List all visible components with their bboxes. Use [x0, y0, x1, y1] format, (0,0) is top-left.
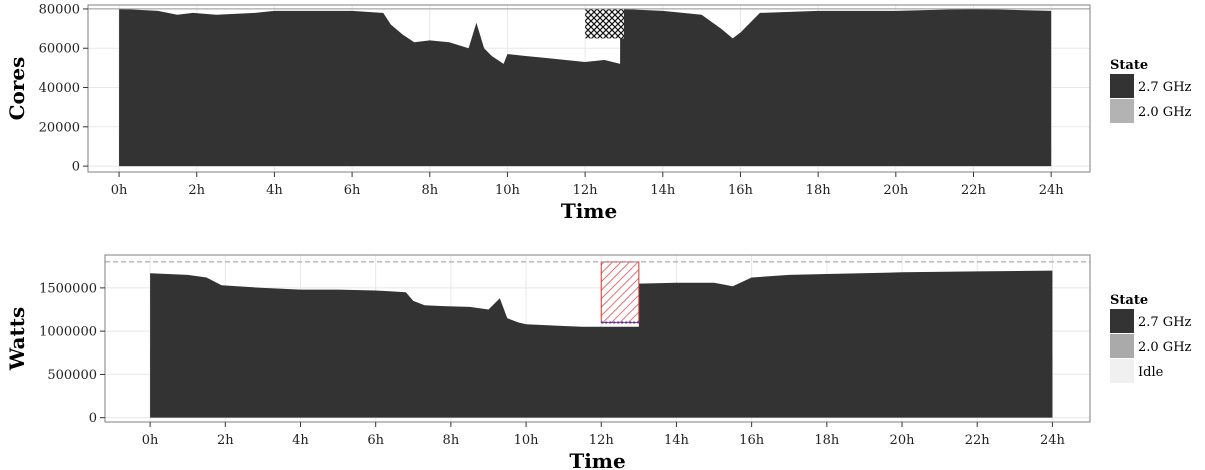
watts-x-tick-label: 2h	[217, 433, 234, 448]
cores-x-tick-label: 2h	[188, 183, 205, 198]
cores-x-tick-label: 14h	[650, 183, 676, 198]
cores-legend-title: State	[1110, 58, 1148, 73]
watts-legend-label: 2.0 GHz	[1138, 340, 1192, 355]
cores-x-tick-label: 22h	[961, 183, 987, 198]
watts-x-axis-title: Time	[569, 449, 625, 470]
watts-x-tick-label: 6h	[367, 433, 384, 448]
watts-x-tick-label: 10h	[514, 433, 540, 448]
watts-y-axis-title: Watts	[5, 307, 29, 371]
cores-y-tick-label: 0	[72, 160, 80, 175]
watts-x-tick-label: 0h	[142, 433, 159, 448]
watts-y-tick-label: 0	[89, 411, 97, 426]
watts-x-tick-label: 18h	[814, 433, 840, 448]
cores-x-tick-label: 12h	[573, 183, 599, 198]
cores-x-tick-label: 4h	[266, 183, 283, 198]
cores-x-tick-label: 20h	[883, 183, 909, 198]
watts-y-tick-label: 500000	[47, 368, 97, 383]
watts-x-tick-label: 12h	[589, 433, 615, 448]
watts-legend: State 2.7 GHz 2.0 GHz Idle	[1110, 293, 1192, 383]
cores-y-tick-label: 20000	[39, 120, 80, 135]
cores-legend-key	[1110, 99, 1134, 123]
watts-legend-label: 2.7 GHz	[1138, 315, 1192, 330]
watts-hatched-region	[600, 261, 640, 323]
watts-x-tick-label: 16h	[739, 433, 765, 448]
watts-panel-border	[104, 254, 1091, 423]
watts-legend-key	[1110, 359, 1134, 383]
watts-x-tick-label: 8h	[443, 433, 460, 448]
watts-legend-title: State	[1110, 293, 1148, 308]
watts-y-tick-label: 1000000	[39, 325, 97, 340]
watts-legend-key	[1110, 334, 1134, 358]
cores-x-tick-label: 0h	[111, 183, 128, 198]
cores-panel-border	[87, 4, 1091, 173]
watts-legend-label: Idle	[1138, 365, 1164, 380]
watts-series-2-7-ghz	[150, 270, 1053, 418]
cores-x-tick-label: 8h	[421, 183, 438, 198]
cores-legend-label: 2.7 GHz	[1138, 80, 1192, 95]
watts-legend-key	[1110, 309, 1134, 333]
watts-x-tick-label: 20h	[890, 433, 916, 448]
watts-y-tick-label: 1500000	[39, 281, 97, 296]
watts-x-tick-label: 24h	[1040, 433, 1066, 448]
cores-y-axis-title: Cores	[5, 57, 29, 121]
cores-x-tick-label: 18h	[806, 183, 832, 198]
cores-x-tick-label: 10h	[495, 183, 521, 198]
cores-y-tick-label: 40000	[39, 81, 80, 96]
watts-x-tick-label: 14h	[664, 433, 690, 448]
watts-chart: 0h 2h 4h 6h 8h 10h 12h 14h 16h 18h 20h 22h 24h 0 50000…	[5, 254, 1192, 470]
cores-x-tick-label: 6h	[344, 183, 361, 198]
cores-x-axis-title: Time	[561, 199, 617, 223]
cores-chart: 0h 2h 4h 6h 8h 10h 12h 14h 16h 18h 20h 22h 24h 0 20000…	[5, 2, 1192, 223]
cores-series-2-7-ghz	[119, 8, 1052, 167]
watts-x-tick-label: 22h	[965, 433, 991, 448]
watts-x-tick-label: 4h	[292, 433, 309, 448]
cores-y-tick-label: 80000	[39, 2, 80, 17]
cores-hatched-region	[585, 8, 624, 39]
cores-y-tick-label: 60000	[39, 42, 80, 57]
cores-legend: State 2.7 GHz 2.0 GHz	[1110, 58, 1192, 123]
cores-x-tick-label: 16h	[728, 183, 754, 198]
cores-x-tick-label: 24h	[1039, 183, 1065, 198]
cores-legend-key	[1110, 74, 1134, 98]
cores-legend-label: 2.0 GHz	[1138, 105, 1192, 120]
